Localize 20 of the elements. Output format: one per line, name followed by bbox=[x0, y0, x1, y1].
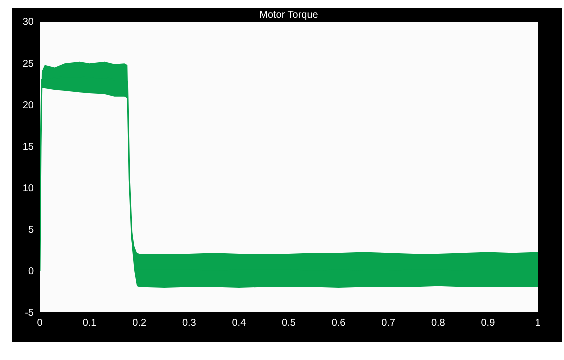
x-tick-label: 0.3 bbox=[182, 318, 197, 330]
x-tick-label: 0.8 bbox=[431, 318, 446, 330]
y-tick-label: 30 bbox=[22, 17, 34, 28]
x-tick-label: 0 bbox=[37, 318, 44, 330]
x-tick-label: 0.6 bbox=[332, 318, 346, 330]
x-tick-label: 0.1 bbox=[82, 318, 98, 330]
y-tick-label: 5 bbox=[28, 225, 34, 236]
x-tick-label: 1 bbox=[535, 318, 542, 330]
x-tick-label: 0.7 bbox=[382, 318, 396, 330]
y-tick-label: 20 bbox=[22, 100, 34, 112]
x-tick-label: 0.9 bbox=[481, 318, 496, 330]
y-tick-label: -5 bbox=[25, 308, 34, 320]
x-tick-label: 0.5 bbox=[282, 318, 296, 330]
x-tick-label: 0.4 bbox=[232, 318, 247, 330]
y-tick-label: 15 bbox=[22, 142, 34, 153]
x-tick-label: 0.2 bbox=[132, 318, 147, 330]
y-tick-label: 10 bbox=[22, 183, 34, 194]
y-tick-label: 0 bbox=[28, 266, 34, 278]
chart-title: Motor Torque bbox=[260, 10, 319, 21]
y-tick-label: 25 bbox=[22, 58, 34, 70]
